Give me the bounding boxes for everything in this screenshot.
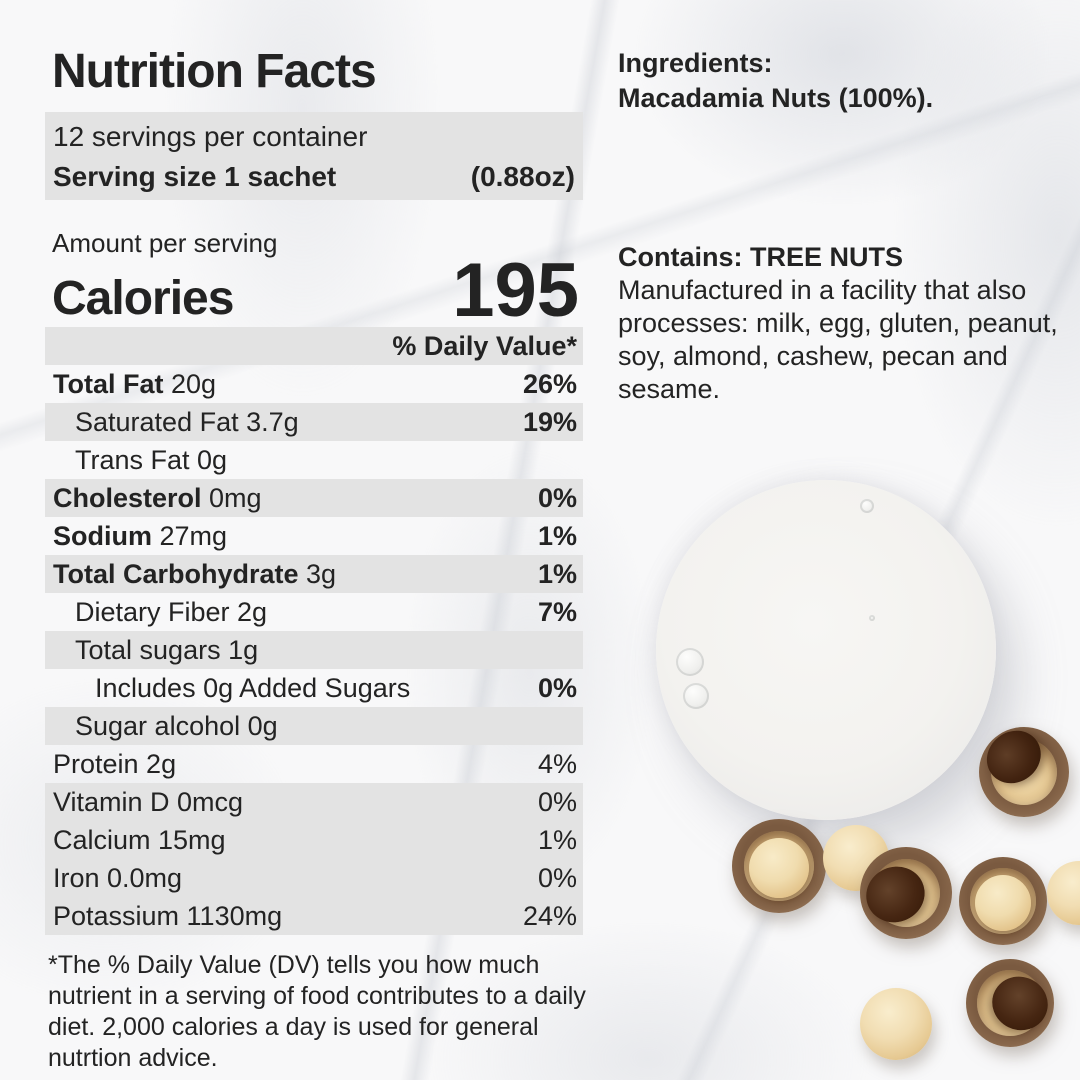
nutrient-name: Calcium 15mg [53, 824, 226, 855]
ingredients-title: Ingredients: [618, 48, 773, 78]
nutrient-name: Sugar alcohol 0g [75, 710, 278, 741]
nutrient-daily-value: 1% [537, 558, 577, 589]
nutrient-daily-value: 24% [522, 900, 577, 931]
serving-size-label: Serving size 1 sachet [53, 161, 337, 192]
calories-row: Calories 195 [45, 247, 583, 333]
nutrient-row: Potassium 1130mg 24% [45, 897, 583, 935]
contains-title: Contains: TREE NUTS [618, 242, 904, 272]
nutrient-name: Vitamin D 0mcg [53, 786, 244, 817]
nutrient-name: Potassium 1130mg [53, 900, 283, 931]
nutrient-daily-value: 0% [537, 862, 577, 893]
facility-text: Manufactured in a facility that also pro… [618, 275, 1058, 404]
nutrient-row: Sodium 27mg 1% [45, 517, 583, 555]
ingredients-block: Ingredients: Macadamia Nuts (100%). [618, 46, 1064, 116]
nutrient-daily-value: 1% [537, 520, 577, 551]
nutrient-row: Calcium 15mg 1% [45, 821, 583, 859]
daily-value-footnote: *The % Daily Value (DV) tells you how mu… [48, 951, 586, 1072]
nutrient-daily-value: 0% [537, 482, 577, 513]
milk-bubble [869, 615, 875, 621]
nutrient-row: Total sugars 1g [45, 631, 583, 669]
calories-label: Calories [52, 272, 234, 326]
nutrient-name: Saturated Fat 3.7g [75, 406, 299, 437]
macadamia-nut [959, 857, 1047, 945]
nutrient-daily-value: 0% [537, 786, 577, 817]
milk-bubble [683, 683, 709, 709]
nutrient-daily-value: 26% [522, 368, 577, 399]
nutrient-row: Vitamin D 0mcg 0% [45, 783, 583, 821]
nutrient-name: Total Fat 20g [53, 368, 217, 399]
daily-value-header: % Daily Value* [45, 327, 583, 365]
allergen-block: Contains: TREE NUTS Manufactured in a fa… [618, 241, 1066, 406]
nutrient-name: Total Carbohydrate 3g [53, 558, 337, 589]
milk-bubble [676, 648, 704, 676]
nutrient-daily-value: 1% [537, 824, 577, 855]
nutrient-daily-value: 19% [522, 406, 577, 437]
nutrient-daily-value: 0% [537, 672, 577, 703]
servings-per-container: 12 servings per container [53, 121, 368, 152]
nutrient-name: Dietary Fiber 2g [75, 596, 268, 627]
nutrient-row: Total Fat 20g 26% [45, 365, 583, 403]
nutrient-name: Iron 0.0mg [53, 862, 183, 893]
nutrient-row: Protein 2g 4% [45, 745, 583, 783]
nutrient-name: Trans Fat 0g [75, 444, 228, 475]
nutrient-name: Protein 2g [53, 748, 177, 779]
serving-size-weight: (0.88oz) [470, 161, 575, 192]
nutrition-facts-title: Nutrition Facts [52, 45, 377, 98]
ingredients-value: Macadamia Nuts (100%). [618, 83, 934, 113]
nutrient-daily-value: 7% [537, 596, 577, 627]
nutrient-name: Includes 0g Added Sugars [95, 672, 411, 703]
nutrient-row: Saturated Fat 3.7g 19% [45, 403, 583, 441]
macadamia-nut [732, 819, 826, 913]
nutrient-row: Cholesterol 0mg 0% [45, 479, 583, 517]
calories-value: 195 [452, 247, 579, 333]
milk-glass-photo [656, 480, 996, 820]
nutrient-row: Includes 0g Added Sugars 0% [45, 669, 583, 707]
nutrient-row: Total Carbohydrate 3g 1% [45, 555, 583, 593]
amount-per-serving-label: Amount per serving [52, 228, 278, 258]
nutrient-row: Iron 0.0mg 0% [45, 859, 583, 897]
nutrient-row: Trans Fat 0g [45, 441, 583, 479]
macadamia-nut [860, 847, 952, 939]
macadamia-nut [1047, 861, 1080, 925]
nutrient-table: Total Fat 20g 26% Saturated Fat 3.7g 19% Tra… [45, 365, 583, 935]
serving-size-line: Serving size 1 sachet (0.88oz) [53, 157, 575, 197]
nutrient-daily-value: 4% [537, 748, 577, 779]
nutrient-name: Sodium 27mg [53, 520, 228, 551]
macadamia-nut [966, 959, 1054, 1047]
milk-bubble [860, 499, 874, 513]
serving-info-block: 12 servings per container Serving size 1… [45, 112, 583, 200]
macadamia-nut [860, 988, 932, 1060]
nutrient-row: Dietary Fiber 2g 7% [45, 593, 583, 631]
nutrient-name: Total sugars 1g [75, 634, 259, 665]
macadamia-nut [979, 727, 1069, 817]
nutrient-row: Sugar alcohol 0g [45, 707, 583, 745]
nutrient-name: Cholesterol 0mg [53, 482, 262, 513]
